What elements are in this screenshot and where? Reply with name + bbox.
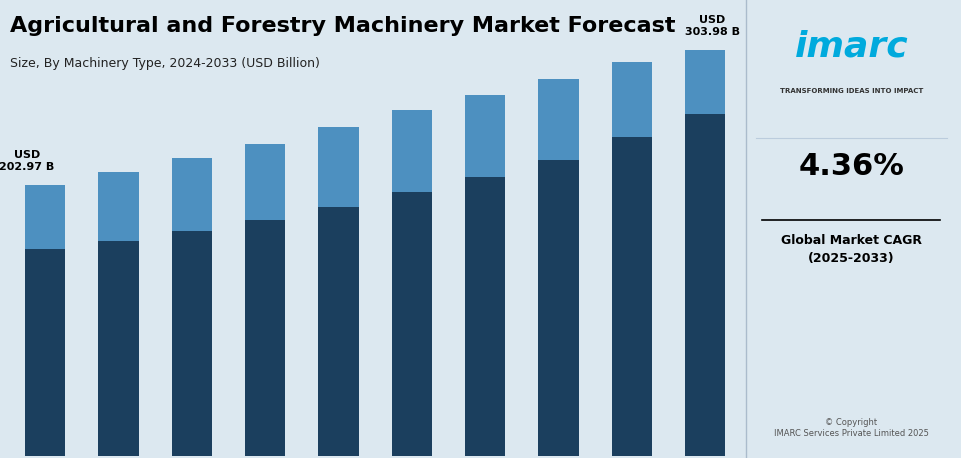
Bar — [611, 137, 652, 456]
Bar — [391, 109, 431, 192]
Bar — [171, 158, 211, 231]
Bar — [684, 114, 725, 456]
Text: USD
202.97 B: USD 202.97 B — [0, 150, 55, 172]
Bar — [25, 249, 65, 456]
Bar — [611, 62, 652, 137]
Bar — [245, 144, 285, 220]
Bar — [684, 50, 725, 114]
Text: imarc: imarc — [794, 29, 907, 64]
Text: Agricultural and Forestry Machinery Market Forecast: Agricultural and Forestry Machinery Mark… — [10, 16, 675, 36]
Bar — [318, 207, 358, 456]
Text: Size, By Machinery Type, 2024-2033 (USD Billion): Size, By Machinery Type, 2024-2033 (USD … — [10, 57, 319, 70]
Bar — [318, 127, 358, 207]
Text: TRANSFORMING IDEAS INTO IMPACT: TRANSFORMING IDEAS INTO IMPACT — [778, 88, 923, 94]
Bar — [464, 177, 505, 456]
Bar — [98, 172, 138, 241]
Bar — [171, 231, 211, 456]
Text: © Copyright
IMARC Services Private Limited 2025: © Copyright IMARC Services Private Limit… — [774, 418, 927, 437]
Text: Global Market CAGR
(2025-2033): Global Market CAGR (2025-2033) — [780, 234, 921, 265]
Text: 4.36%: 4.36% — [798, 152, 903, 181]
Bar — [538, 79, 579, 160]
Bar — [245, 220, 285, 456]
Bar — [25, 185, 65, 249]
Bar — [391, 192, 431, 456]
Text: USD
303.98 B: USD 303.98 B — [684, 16, 739, 37]
Bar — [538, 160, 579, 456]
Bar — [98, 241, 138, 456]
Bar — [464, 95, 505, 177]
